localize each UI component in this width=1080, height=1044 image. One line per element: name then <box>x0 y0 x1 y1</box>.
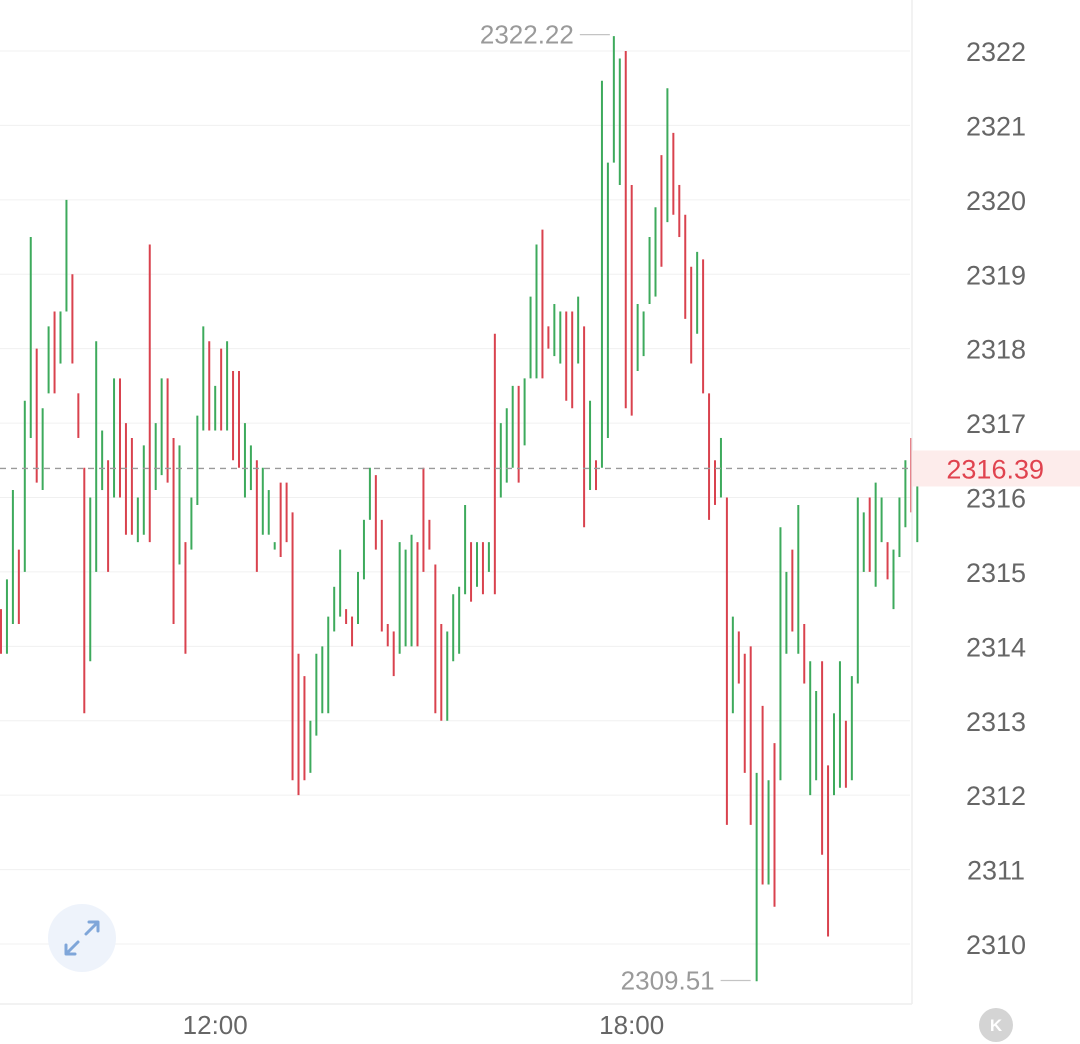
y-tick-label: 2312 <box>966 781 1026 811</box>
x-axis: 12:00 18:00 <box>183 1010 665 1040</box>
expand-button[interactable] <box>48 904 116 972</box>
min-price-label: 2309.51 <box>621 965 715 995</box>
y-tick-label: 2320 <box>966 186 1026 216</box>
k-line-toggle-button[interactable]: K <box>979 1008 1013 1042</box>
y-tick-label: 2322 <box>966 37 1026 67</box>
y-tick-label: 2318 <box>966 335 1026 365</box>
current-price-label: 2316.39 <box>946 454 1044 484</box>
expand-button-bg <box>48 904 116 972</box>
ohlc-bars <box>0 36 925 982</box>
x-tick-label: 18:00 <box>599 1010 664 1040</box>
y-tick-label: 2311 <box>967 856 1025 886</box>
max-price-label: 2322.22 <box>480 20 574 50</box>
y-tick-label: 2316 <box>966 484 1026 514</box>
y-tick-label: 2313 <box>966 707 1026 737</box>
grid-lines <box>0 50 910 945</box>
min-marker: 2309.51 <box>621 965 751 995</box>
y-tick-label: 2317 <box>966 409 1026 439</box>
y-axis: 2310 2311 2312 2313 2314 2315 2316 2317 2318 2319… <box>966 37 1026 960</box>
max-marker: 2322.22 <box>480 20 610 50</box>
y-tick-label: 2310 <box>966 930 1026 960</box>
k-button-bg <box>979 1008 1013 1042</box>
y-tick-label: 2319 <box>966 260 1026 290</box>
expand-icon <box>64 920 100 956</box>
k-icon: K <box>990 1016 1003 1035</box>
y-tick-label: 2321 <box>966 111 1026 141</box>
y-tick-label: 2314 <box>966 632 1026 662</box>
current-price-badge <box>912 450 1080 487</box>
x-tick-label: 12:00 <box>183 1010 248 1040</box>
y-tick-label: 2315 <box>966 558 1026 588</box>
